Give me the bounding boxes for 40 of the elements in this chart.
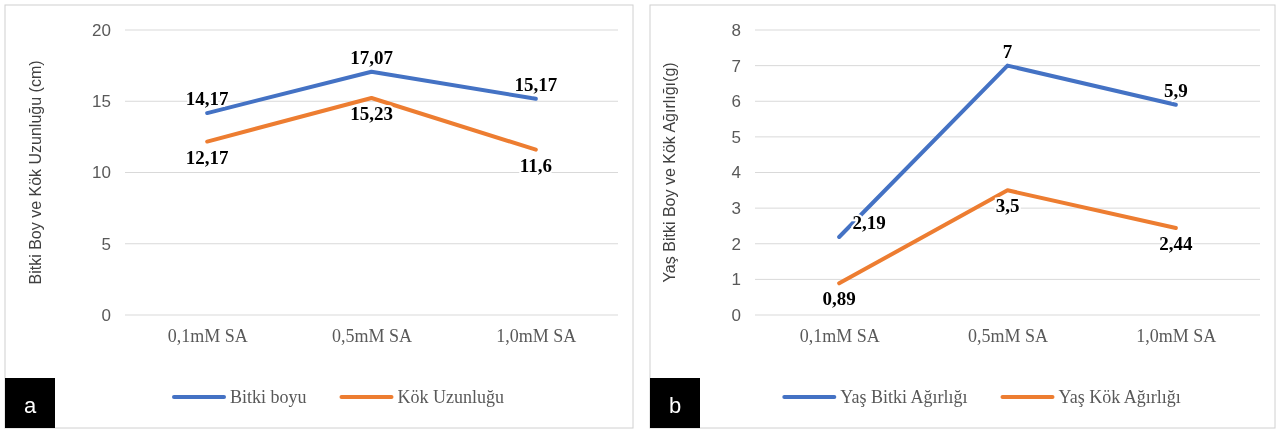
x-tick-label: 1,0mM SA <box>496 325 577 346</box>
y-tick-label: 1 <box>731 270 741 290</box>
y-tick-label: 8 <box>731 20 741 40</box>
legend-label: Bitki boyu <box>229 387 307 407</box>
data-label: 15,23 <box>350 102 393 124</box>
y-tick-label: 7 <box>731 56 741 76</box>
data-label: 3,5 <box>995 195 1020 217</box>
legend-label: Yaş Kök Ağırlığı <box>1058 387 1181 407</box>
x-tick-label: 1,0mM SA <box>1136 325 1217 346</box>
x-tick-label: 0,1mM SA <box>167 325 248 346</box>
data-label: 14,17 <box>185 88 230 110</box>
data-label: 0,89 <box>822 288 856 310</box>
y-tick-label: 0 <box>101 305 111 325</box>
legend-label: Kök Uzunluğu <box>397 387 505 407</box>
text: b <box>668 393 682 418</box>
y-tick-label: 5 <box>731 127 741 147</box>
y-tick-label: 5 <box>101 234 111 254</box>
y-axis-title: Bitki Boy ve Kök Uzunluğu (cm) <box>27 60 44 285</box>
y-axis-title: Yaş Bitki Boy ve Kök Ağırlığı(g) <box>661 62 678 283</box>
y-tick-label: 0 <box>731 305 741 325</box>
data-label: 11,6 <box>519 154 552 176</box>
y-tick-label: 4 <box>731 163 741 183</box>
legend-label: Yaş Bitki Ağırlığı <box>840 387 968 407</box>
data-label: 7 <box>1002 40 1013 62</box>
data-label: 15,17 <box>514 73 558 95</box>
y-tick-label: 2 <box>731 234 741 254</box>
y-tick-label: 10 <box>92 163 111 183</box>
text: a <box>23 393 37 418</box>
x-tick-label: 0,5mM SA <box>331 325 413 346</box>
y-tick-label: 3 <box>731 199 741 219</box>
data-label: 12,17 <box>185 146 230 168</box>
x-tick-label: 0,1mM SA <box>799 325 880 346</box>
x-tick-label: 0,5mM SA <box>967 325 1049 346</box>
data-label: 2,44 <box>1159 233 1193 255</box>
y-tick-label: 20 <box>92 20 111 40</box>
y-tick-label: 6 <box>731 92 741 112</box>
data-label: 2,19 <box>852 211 886 233</box>
data-label: 5,9 <box>1163 79 1188 101</box>
data-label: 17,07 <box>350 46 394 68</box>
y-tick-label: 15 <box>92 92 111 112</box>
